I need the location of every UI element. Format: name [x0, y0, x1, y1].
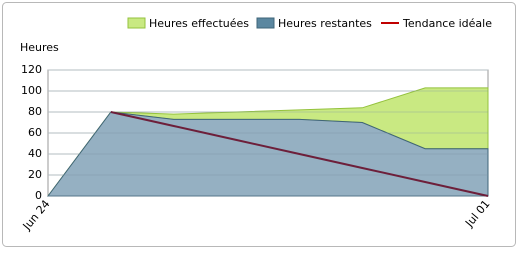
- y-axis-title: Heures: [20, 41, 59, 54]
- legend-swatch: [256, 17, 275, 29]
- legend-label: Heures restantes: [278, 17, 372, 30]
- y-tick-label: 80: [28, 105, 42, 118]
- y-tick-label: 40: [28, 147, 42, 160]
- y-tick-label: 20: [28, 168, 42, 181]
- legend-label: Tendance idéale: [402, 17, 492, 30]
- legend: Heures effectuées Heures restantes Tenda…: [127, 17, 492, 30]
- trend-line: [110, 111, 489, 197]
- area-remaining: [47, 111, 489, 197]
- legend-swatch: [127, 17, 146, 29]
- legend-label: Heures effectuées: [149, 17, 249, 30]
- y-tick-label: 120: [21, 63, 42, 76]
- y-tick-label: 60: [28, 126, 42, 139]
- y-tick-label: 0: [35, 189, 42, 202]
- y-tick-label: 100: [21, 84, 42, 97]
